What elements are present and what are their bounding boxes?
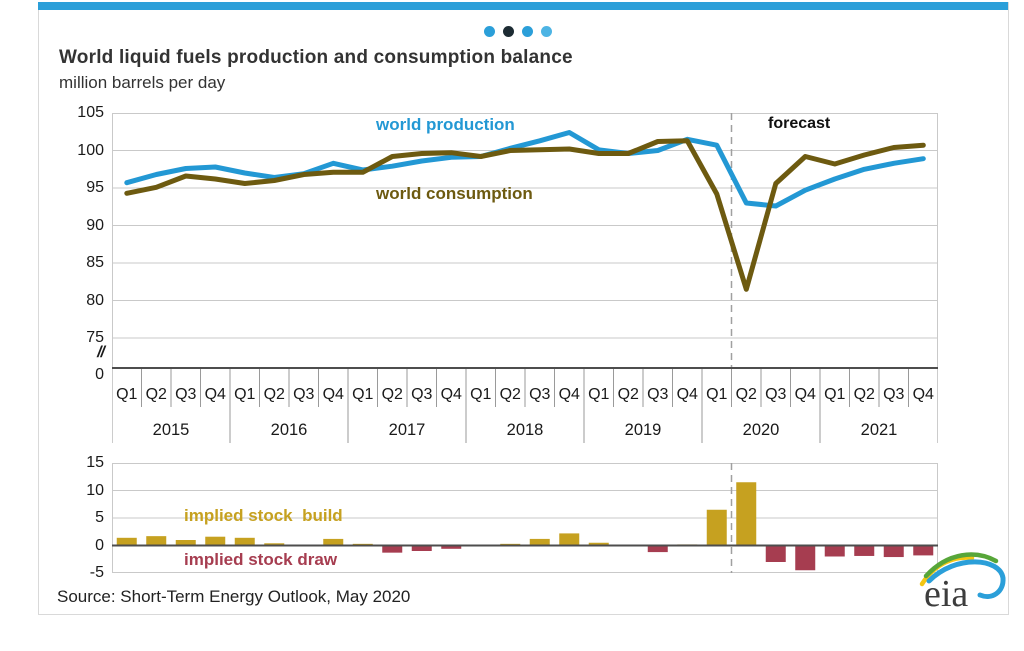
- x-year-label-2018: 2018: [507, 421, 544, 439]
- production-line: [124, 130, 926, 209]
- x-quarter-label-2021-Q4: Q4: [913, 386, 934, 403]
- x-quarter-label-2017-Q4: Q4: [441, 386, 462, 403]
- stock-draw-bar-11: [441, 545, 462, 549]
- logo-swoosh-blue-icon: [926, 559, 1006, 599]
- x-axis-band: Q1 Q2 Q3 Q4 2015 Q1 Q2 Q3 Q4 2016 Q1 Q2 Q3 Q4 2017 Q1 Q2…: [112, 369, 938, 443]
- stock-build-bar-2: [175, 540, 196, 546]
- logo-text: eia: [924, 573, 968, 612]
- stock-build-label: implied stock build: [184, 506, 343, 525]
- y-tick-90: 90: [86, 216, 104, 234]
- stock-draw-bar-10: [411, 545, 432, 551]
- x-year-label-2016: 2016: [271, 421, 308, 439]
- production-series-label: world production: [376, 115, 515, 134]
- x-quarter-label-2017-Q2: Q2: [382, 386, 403, 403]
- x-quarter-label-2015-Q2: Q2: [146, 386, 167, 403]
- carousel-dots: [484, 26, 552, 37]
- y-tick-105: 105: [77, 104, 104, 121]
- chart-card: [38, 2, 1009, 615]
- stock-draw-bar-24: [824, 545, 845, 557]
- x-year-label-2017: 2017: [389, 421, 426, 439]
- stock-build-bar-7: [323, 538, 344, 546]
- y-tick-85: 85: [86, 254, 104, 271]
- page-title: World liquid fuels production and consum…: [59, 47, 573, 68]
- eia-logo: eia: [919, 552, 1006, 612]
- bar-chart-plot: [112, 463, 938, 573]
- x-quarter-label-2021-Q3: Q3: [883, 386, 904, 403]
- x-year-label-2015: 2015: [153, 421, 190, 439]
- stock-draw-bar-25: [854, 545, 875, 556]
- x-quarter-label-2020-Q2: Q2: [736, 386, 757, 403]
- stock-draw-bar-9: [382, 545, 403, 553]
- stock-draw-label: implied stock draw: [184, 550, 338, 569]
- x-quarter-label-2018-Q3: Q3: [529, 386, 550, 403]
- x-quarter-label-2018-Q1: Q1: [470, 386, 491, 403]
- bar-y-tick-10: 10: [86, 481, 104, 499]
- carousel-dot-1[interactable]: [484, 26, 495, 37]
- consumption-line: [124, 138, 926, 292]
- bar-y-tick-0: 0: [95, 536, 104, 554]
- x-quarter-label-2016-Q3: Q3: [293, 386, 314, 403]
- x-quarter-label-2019-Q2: Q2: [618, 386, 639, 403]
- x-quarter-label-2021-Q1: Q1: [824, 386, 845, 403]
- y-tick-75: 75: [86, 329, 104, 346]
- x-quarter-label-2017-Q3: Q3: [411, 386, 432, 403]
- top-accent-bar: [38, 2, 1008, 10]
- x-quarter-label-2021-Q2: Q2: [854, 386, 875, 403]
- stock-build-bar-20: [706, 509, 727, 546]
- y-tick-100: 100: [77, 141, 104, 159]
- bar-y-tick-15: 15: [86, 454, 104, 471]
- bar-y-tick-5: 5: [95, 509, 104, 526]
- x-quarter-label-2016-Q2: Q2: [264, 386, 285, 403]
- consumption-series-label: world consumption: [376, 184, 533, 203]
- carousel-dot-3[interactable]: [522, 26, 533, 37]
- x-year-label-2019: 2019: [625, 421, 662, 439]
- stock-build-bar-3: [205, 536, 226, 546]
- x-quarter-label-2015-Q4: Q4: [205, 386, 226, 403]
- stock-build-bar-5: [264, 543, 285, 546]
- x-quarter-label-2015-Q1: Q1: [116, 386, 137, 403]
- stock-build-bar-21: [736, 482, 757, 546]
- logo-swoosh-green-icon: [923, 552, 999, 579]
- stock-build-bar-15: [559, 533, 580, 546]
- stock-draw-bar-23: [795, 545, 816, 571]
- y-tick-0: 0: [95, 366, 104, 383]
- x-quarter-label-2019-Q1: Q1: [588, 386, 609, 403]
- line-chart-plot: [112, 113, 938, 369]
- x-quarter-label-2019-Q3: Q3: [647, 386, 668, 403]
- x-year-label-2021: 2021: [861, 421, 898, 439]
- stock-build-bar-14: [529, 538, 550, 546]
- stock-build-bar-0: [116, 537, 137, 546]
- x-quarter-label-2018-Q4: Q4: [559, 386, 580, 403]
- x-quarter-label-2020-Q4: Q4: [795, 386, 816, 403]
- chart-units-label: million barrels per day: [59, 73, 226, 92]
- y-tick-95: 95: [86, 179, 104, 196]
- y-tick-//: //: [97, 343, 105, 361]
- carousel-dot-2[interactable]: [503, 26, 514, 37]
- x-year-label-2020: 2020: [743, 421, 780, 439]
- stock-draw-bar-18: [647, 545, 668, 553]
- bar-y-tick--5: -5: [89, 564, 104, 581]
- stock-build-bar-1: [146, 536, 167, 546]
- forecast-annotation: forecast: [768, 115, 831, 132]
- source-note: Source: Short-Term Energy Outlook, May 2…: [57, 587, 411, 606]
- x-quarter-label-2016-Q1: Q1: [234, 386, 255, 403]
- x-quarter-label-2016-Q4: Q4: [323, 386, 344, 403]
- carousel-dot-4[interactable]: [541, 26, 552, 37]
- stock-build-bar-16: [588, 542, 609, 546]
- stock-draw-bar-26: [883, 545, 904, 558]
- stock-build-bar-4: [234, 537, 255, 546]
- x-quarter-label-2019-Q4: Q4: [677, 386, 698, 403]
- x-quarter-label-2018-Q2: Q2: [500, 386, 521, 403]
- x-quarter-label-2015-Q3: Q3: [175, 386, 196, 403]
- x-quarter-label-2017-Q1: Q1: [352, 386, 373, 403]
- stock-draw-bar-27: [913, 545, 934, 556]
- y-tick-80: 80: [86, 291, 104, 309]
- stock-draw-bar-22: [765, 545, 786, 562]
- x-quarter-label-2020-Q1: Q1: [706, 386, 727, 403]
- x-quarter-label-2020-Q3: Q3: [765, 386, 786, 403]
